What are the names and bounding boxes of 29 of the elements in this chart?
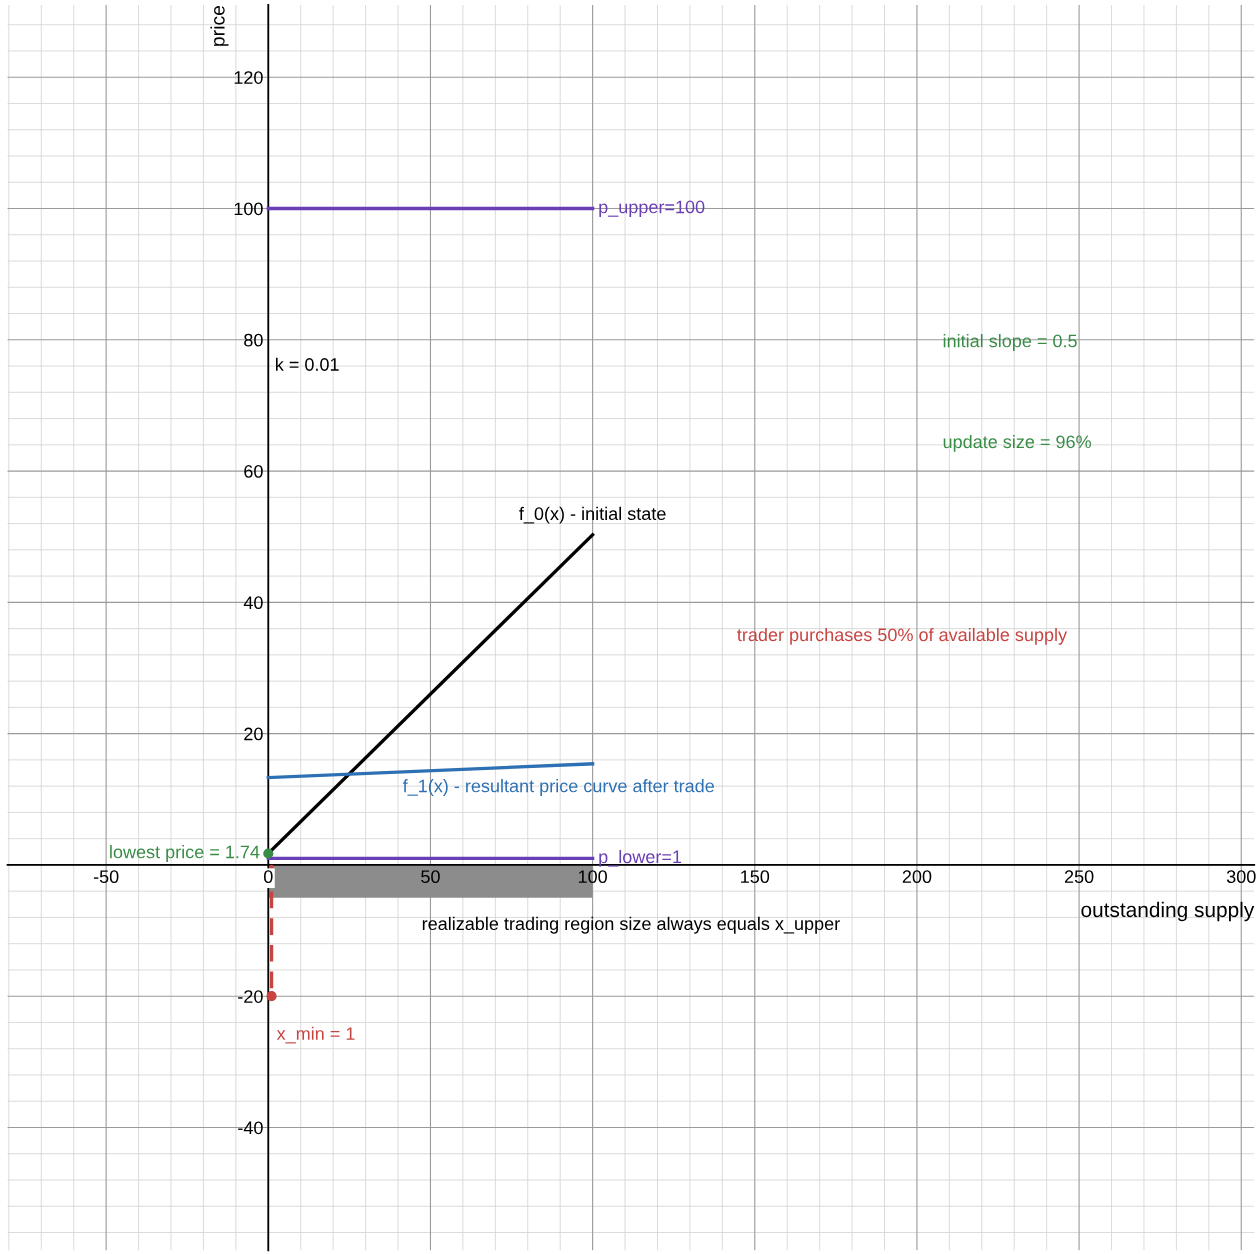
annotation: trader purchases 50% of available supply xyxy=(737,627,1068,645)
y-tick-label: 80 xyxy=(244,333,263,347)
x-tick-label: 300 xyxy=(1226,870,1256,884)
annotation: realizable trading region size always equals x_upper xyxy=(422,916,840,934)
x-tick-label: 200 xyxy=(902,870,932,884)
annotation: k = 0.01 xyxy=(276,357,339,371)
x-axis-title: outstanding supply xyxy=(1081,901,1255,922)
series-label: f_1(x) - resultant price curve after trade xyxy=(402,779,714,796)
y-tick-label: -40 xyxy=(238,1121,263,1135)
series-label: lowest price = 1.74 xyxy=(110,845,260,862)
annotation: update size = 96% xyxy=(943,434,1091,452)
y-tick-label: 20 xyxy=(244,727,263,741)
x-tick-label: 0 xyxy=(263,870,273,884)
x-tick-label: 50 xyxy=(421,870,440,884)
y-tick-label: 60 xyxy=(244,465,263,478)
series-label: p_lower=1 xyxy=(599,849,682,867)
x-tick-label: 100 xyxy=(578,870,607,884)
y-tick-label: 100 xyxy=(234,202,263,216)
y-tick-label: 120 xyxy=(234,71,263,84)
y-tick-label: 40 xyxy=(243,596,263,610)
x-tick-label: 250 xyxy=(1064,870,1094,884)
x-tick-label: 150 xyxy=(741,870,770,884)
annotation: initial slope = 0.5 xyxy=(943,334,1077,351)
series-label: x_min = 1 xyxy=(276,1026,355,1044)
y-tick-label: -20 xyxy=(238,990,263,1003)
series-label: f_0(x) - initial state xyxy=(519,506,666,524)
x-tick-label: -50 xyxy=(93,870,119,884)
y-axis-title: price xyxy=(210,5,229,46)
series-label: p_upper=100 xyxy=(599,200,705,217)
